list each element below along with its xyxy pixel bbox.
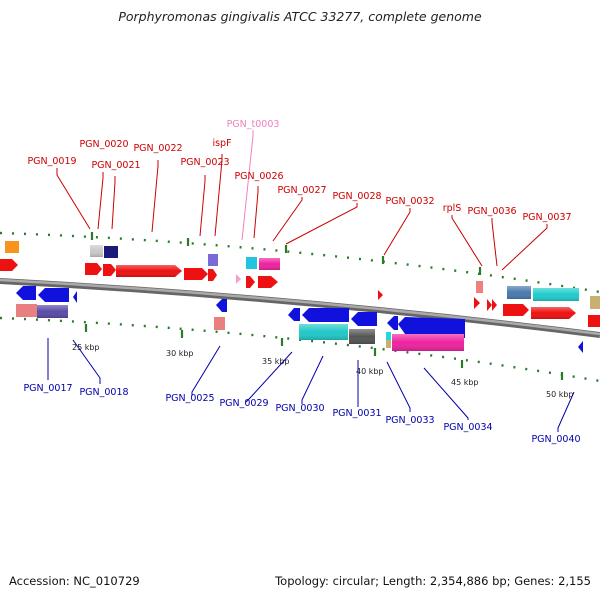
gene-label-ispf[interactable]: ispF [212,138,231,149]
scale-label-50kbp: 50 kbp [546,390,574,399]
gene-label-rpls[interactable]: rplS [443,203,462,214]
gene-label-pgn-0026[interactable]: PGN_0026 [234,171,283,182]
gene-box[interactable] [476,281,483,293]
gene-label-pgn-0037[interactable]: PGN_0037 [522,212,571,223]
gene-arrow[interactable] [503,304,529,316]
gene-arrow[interactable] [578,341,583,353]
gene-arrow[interactable] [16,286,36,300]
gene-label-pgn-0023[interactable]: PGN_0023 [180,157,229,168]
gene-arrow[interactable] [492,299,497,311]
gene-label-pgn-0028[interactable]: PGN_0028 [332,191,381,202]
gene-arrow[interactable] [246,276,255,288]
gene-label-pgn-0017[interactable]: PGN_0017 [23,383,72,394]
gene-arrow[interactable] [588,315,600,327]
outer-scale-arc [0,231,600,294]
reverse-leaders [47,338,575,432]
gene-box[interactable] [208,254,218,266]
gene-box[interactable] [386,340,391,348]
gene-arrow[interactable] [378,290,383,300]
major-ticks [84,232,564,380]
gene-label-pgn-0022[interactable]: PGN_0022 [133,143,182,154]
gene-label-pgn-t0003[interactable]: PGN_t0003 [227,119,280,130]
forward-leaders [56,154,548,271]
scale-label-40kbp: 40 kbp [356,367,384,376]
gene-arrow[interactable] [85,263,102,275]
gene-arrow[interactable] [474,297,480,309]
gene-arrow[interactable] [258,276,278,288]
gene-arrow[interactable] [216,299,227,312]
genome-summary-text: Topology: circular; Length: 2,354,886 bp… [275,574,591,588]
gene-label-pgn-0034[interactable]: PGN_0034 [443,422,492,433]
gene-box[interactable] [246,257,257,269]
forward-genes [0,241,600,327]
gene-arrow[interactable] [288,308,300,321]
scale-label-30kbp: 30 kbp [166,349,194,358]
gene-label-pgn-0025[interactable]: PGN_0025 [165,393,214,404]
gene-arrow[interactable] [351,312,377,326]
genome-backbone-highlight [0,278,600,336]
gene-box[interactable] [214,317,225,330]
gene-label-pgn-0027[interactable]: PGN_0027 [277,185,326,196]
gene-label-pgn-0018[interactable]: PGN_0018 [79,387,128,398]
gene-label-pgn-0031[interactable]: PGN_0031 [332,408,381,419]
scale-label-25kbp: 25 kbp [72,343,100,352]
gene-box[interactable] [5,241,19,253]
gene-arrow[interactable] [398,317,465,338]
reverse-genes [16,286,583,353]
gene-arrow[interactable] [103,264,116,276]
gene-box[interactable] [386,332,391,340]
gene-label-pgn-0036[interactable]: PGN_0036 [467,206,516,217]
gene-label-pgn-0019[interactable]: PGN_0019 [27,156,76,167]
gene-label-pgn-0021[interactable]: PGN_0021 [91,160,140,171]
scale-label-35kbp: 35 kbp [262,357,290,366]
gene-arrow[interactable] [73,291,77,303]
rna-leader [241,130,254,241]
gene-box[interactable] [104,246,118,258]
gene-arrow[interactable] [38,288,69,302]
gene-box[interactable] [16,304,37,317]
gene-arrow[interactable] [387,316,398,330]
gene-arrow[interactable] [184,268,208,280]
map-title: Porphyromonas gingivalis ATCC 33277, com… [118,9,482,24]
gene-arrow[interactable] [487,299,492,311]
scale-label-45kbp: 45 kbp [451,378,479,387]
rna-marker[interactable] [236,274,241,284]
gene-label-pgn-0040[interactable]: PGN_0040 [531,434,580,445]
gene-label-pgn-0030[interactable]: PGN_0030 [275,403,324,414]
gene-box[interactable] [590,296,600,309]
gene-label-pgn-0029[interactable]: PGN_0029 [219,398,268,409]
gene-label-pgn-0033[interactable]: PGN_0033 [385,415,434,426]
gene-arrow[interactable] [0,259,18,271]
gene-label-pgn-0032[interactable]: PGN_0032 [385,196,434,207]
gene-arrow[interactable] [302,308,349,322]
gene-arrow[interactable] [208,269,217,281]
accession-text: Accession: NC_010729 [9,574,140,588]
gene-label-pgn-0020[interactable]: PGN_0020 [79,139,128,150]
